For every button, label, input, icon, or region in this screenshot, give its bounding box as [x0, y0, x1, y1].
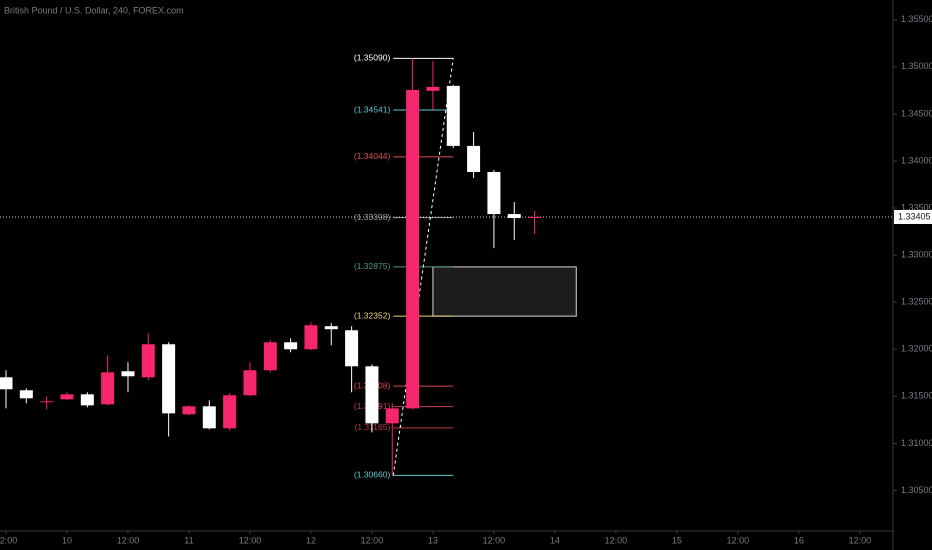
candle-body — [406, 89, 420, 409]
last-price-box — [894, 209, 932, 224]
candle-body — [182, 406, 196, 415]
candle-body — [345, 330, 359, 367]
x-tick-label: 16 — [794, 535, 804, 545]
x-tick-label: 13 — [428, 535, 438, 545]
candle-body — [324, 326, 338, 330]
fib-trend — [392, 58, 454, 476]
last-price-label: 1.33405 — [898, 211, 931, 221]
x-tick-label: 12:00 — [727, 535, 750, 545]
y-tick-label: 1.32000 — [901, 344, 932, 354]
candle-body — [243, 370, 257, 396]
candle-body — [528, 216, 542, 218]
candle-body — [426, 86, 440, 91]
y-tick-label: 1.31000 — [901, 438, 932, 448]
zone-box — [432, 266, 577, 317]
y-tick-label: 1.33000 — [901, 249, 932, 259]
candle-body — [507, 214, 521, 219]
x-tick-label: 12:00 — [605, 535, 628, 545]
candle-body — [284, 342, 298, 350]
y-tick-label: 1.32500 — [901, 297, 932, 307]
candle-body — [223, 395, 237, 429]
candle-body — [162, 344, 176, 414]
y-tick-label: 1.31500 — [901, 391, 932, 401]
x-tick-label: 12 — [306, 535, 316, 545]
x-tick-label: 12:00 — [117, 535, 140, 545]
fib-label: (1.31165) — [355, 422, 391, 432]
candle-body — [467, 145, 481, 172]
y-tick-label: 1.35500 — [901, 14, 932, 24]
x-tick-label: 12:00 — [849, 535, 872, 545]
candle-body — [80, 394, 94, 406]
y-tick-label: 1.33500 — [901, 202, 932, 212]
fib-label: (1.32875) — [354, 261, 391, 271]
candle-body — [304, 325, 318, 350]
fib-label: (1.32352) — [354, 310, 391, 320]
fib-label: (1.35090) — [354, 53, 391, 63]
y-tick-label: 1.30500 — [901, 485, 932, 495]
x-tick-label: 12:00 — [361, 535, 384, 545]
y-tick-label: 1.34000 — [901, 155, 932, 165]
y-tick-label: 1.35000 — [901, 61, 932, 71]
candle-body — [40, 401, 54, 403]
candle-body — [446, 85, 460, 146]
fib-label: (1.34044) — [354, 151, 391, 161]
candle-body — [141, 344, 155, 378]
x-tick-label: 12:00 — [239, 535, 262, 545]
candle-body — [487, 171, 501, 215]
candle-body — [263, 342, 277, 371]
x-tick-label: 12:00 — [0, 535, 17, 545]
candle-body — [121, 371, 135, 377]
x-tick-label: 14 — [550, 535, 560, 545]
candle-body — [0, 377, 13, 390]
x-tick-label: 11 — [184, 535, 193, 545]
y-tick-label: 1.34500 — [901, 108, 932, 118]
candle-body — [385, 408, 399, 424]
candle-body — [101, 372, 115, 405]
x-tick-label: 12:00 — [483, 535, 506, 545]
chart-title: British Pound / U.S. Dollar, 240, FOREX.… — [4, 5, 184, 15]
fib-label: (1.34541) — [354, 104, 391, 114]
candle-body — [60, 394, 74, 400]
candle-body — [202, 406, 216, 429]
x-tick-label: 15 — [672, 535, 682, 545]
x-tick-label: 10 — [62, 535, 72, 545]
candle-body — [19, 390, 33, 399]
fib-label: (1.30660) — [354, 470, 391, 480]
candle-body — [365, 366, 379, 424]
